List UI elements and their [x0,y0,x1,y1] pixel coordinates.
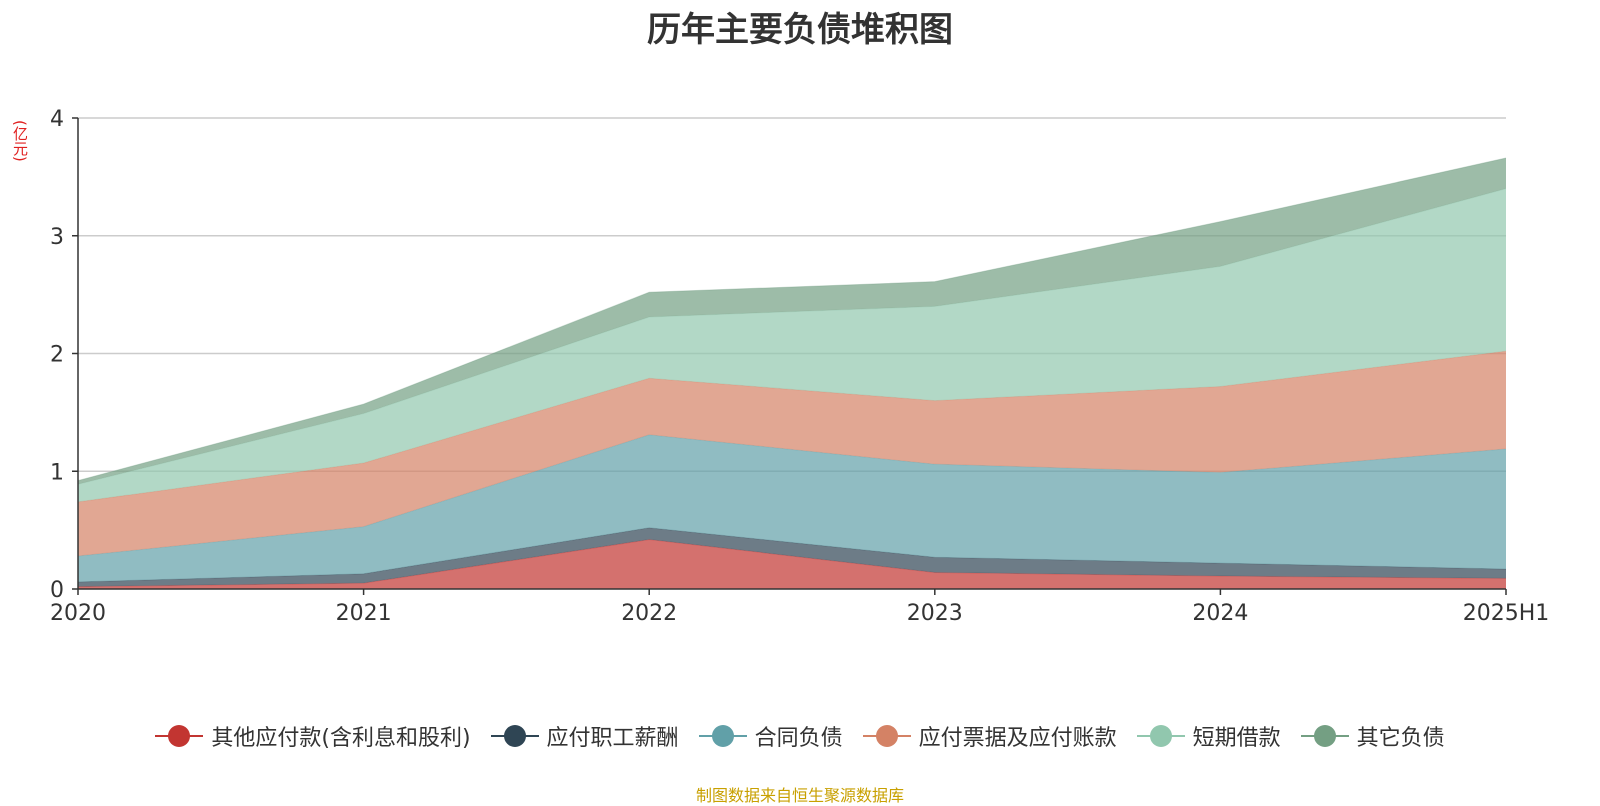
y-tick-label: 2 [50,343,64,368]
legend-label: 其他应付款(含利息和股利) [211,726,471,751]
area-series-3[interactable] [78,434,1506,582]
area-series-edge-6 [77,157,1507,482]
area-series-group [77,157,1507,589]
legend-marker-icon [155,724,204,748]
area-series-1[interactable] [78,539,1506,589]
area-series-5[interactable] [78,188,1506,502]
x-tick-label: 2022 [621,601,677,626]
y-tick-label: 4 [50,107,64,132]
x-tick-label: 2020 [50,601,106,626]
y-tick-label: 0 [50,578,64,603]
area-series-4[interactable] [78,351,1506,557]
y-tick-label: 1 [50,460,64,485]
legend-marker-icon [1300,724,1349,748]
legend: 其他应付款(含利息和股利) 应付职工薪酬 合同负债 应付票据及应付账款 短期借款 其它负债 [0,718,1600,754]
axes: 0 1 2 3 4 2020 2021 2022 2023 2024 2025H1 [50,107,1549,626]
source-note: 制图数据来自恒生聚源数据库 [695,786,904,805]
legend-marker-icon [862,724,911,748]
chart-title: 历年主要负债堆积图 [647,10,953,50]
legend-marker-icon [698,724,747,748]
legend-label: 应付票据及应付账款 [918,726,1117,751]
legend-item-2[interactable]: 应付职工薪酬 [490,720,679,752]
y-tick-label: 3 [50,225,64,250]
area-series-2[interactable] [78,527,1506,587]
legend-label: 合同负债 [754,726,843,751]
x-tick-label: 2025H1 [1463,601,1550,626]
area-series-6[interactable] [78,158,1506,485]
x-tick-label: 2024 [1192,601,1248,626]
x-tick-label: 2023 [907,601,963,626]
legend-label: 应付职工薪酬 [546,726,679,751]
legend-item-6[interactable]: 其它负债 [1300,720,1445,752]
y-axis-unit-label: (亿元) [11,120,29,162]
legend-item-1[interactable]: 其他应付款(含利息和股利) [155,720,471,752]
legend-item-5[interactable]: 短期借款 [1136,720,1281,752]
legend-label: 其它负债 [1356,726,1445,751]
legend-marker-icon [490,724,539,748]
legend-item-3[interactable]: 合同负债 [698,720,843,752]
legend-marker-icon [1136,724,1185,748]
x-tick-label: 2021 [336,601,392,626]
legend-label: 短期借款 [1192,726,1281,751]
legend-item-4[interactable]: 应付票据及应付账款 [862,720,1117,752]
